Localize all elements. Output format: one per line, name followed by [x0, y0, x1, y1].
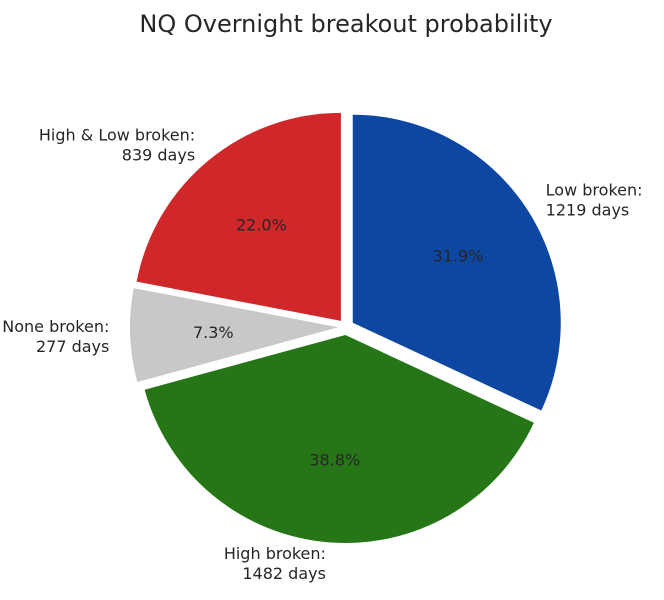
- slice-label-line: Low broken:: [546, 181, 643, 200]
- pie-slice-2: [144, 334, 534, 543]
- slice-label-line: 1219 days: [546, 201, 630, 220]
- slice-percent-label-0: 22.0%: [236, 216, 287, 235]
- pie-slice-1: [130, 288, 339, 383]
- pie-labels: 22.0% High & Low broken: 839 days 7.3% None …: [2, 125, 642, 582]
- slice-label-0: High & Low broken: 839 days: [39, 125, 195, 164]
- slice-percent-label-2: 38.8%: [309, 450, 360, 469]
- slice-label-line: None broken:: [2, 317, 109, 336]
- slice-label-line: 839 days: [122, 145, 195, 164]
- slice-label-2: High broken: 1482 days: [224, 544, 326, 583]
- pie-slice-0: [136, 112, 341, 321]
- slice-percent-label-1: 7.3%: [193, 323, 234, 342]
- slice-label-line: High broken:: [224, 544, 326, 563]
- slice-label-3: Low broken: 1219 days: [546, 181, 643, 220]
- chart-title: NQ Overnight breakout probability: [139, 10, 552, 38]
- slice-label-line: 277 days: [36, 337, 109, 356]
- pie-slice-3: [352, 114, 561, 411]
- pie-slices: [130, 112, 561, 543]
- slice-label-line: 1482 days: [242, 564, 326, 583]
- slice-percent-label-3: 31.9%: [433, 247, 484, 266]
- slice-label-line: High & Low broken:: [39, 125, 195, 144]
- slice-label-1: None broken: 277 days: [2, 317, 109, 356]
